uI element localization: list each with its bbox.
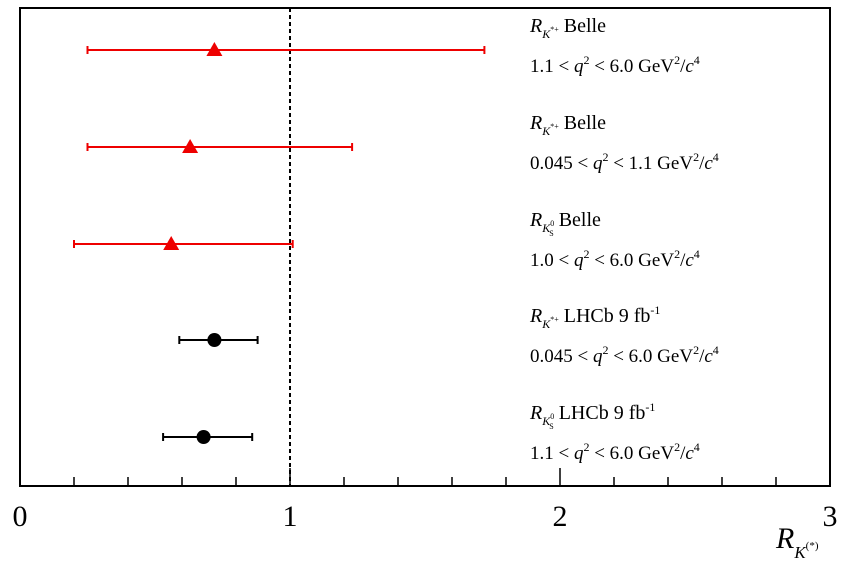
range-q-exp: 2 <box>602 150 608 164</box>
x-tick-label: 3 <box>823 500 838 533</box>
data-point-triangle <box>163 236 180 250</box>
x-axis-label-sub: K <box>793 543 807 562</box>
label-sub: K <box>541 27 551 41</box>
series-point-group <box>178 333 259 347</box>
label-lumi-exponent: -1 <box>645 400 655 414</box>
x-tick-label: 1 <box>283 500 298 533</box>
range-slash: / <box>680 443 686 464</box>
series-label-name: RK*+ Belle <box>529 15 606 41</box>
range-low: 0.045 < <box>530 346 593 367</box>
label-experiment: LHCb 9 fb <box>559 305 651 327</box>
series-point-group <box>86 42 486 56</box>
range-low: 0.045 < <box>530 153 593 174</box>
range-q: q <box>574 443 584 464</box>
range-c: c <box>685 443 694 464</box>
label-experiment: Belle <box>559 15 606 37</box>
range-slash: / <box>680 250 686 271</box>
range-c: c <box>704 346 713 367</box>
range-q: q <box>593 153 603 174</box>
label-r: R <box>529 112 542 134</box>
x-axis-label: RK(*) <box>775 522 819 562</box>
range-low: 1.0 < <box>530 250 574 271</box>
range-q-exp: 2 <box>583 53 589 67</box>
label-r: R <box>529 209 542 231</box>
range-c: c <box>704 153 713 174</box>
range-high: < 6.0 GeV <box>608 346 693 367</box>
label-subsub: S <box>549 229 553 238</box>
range-q-exp: 2 <box>583 247 589 261</box>
range-q: q <box>574 56 584 77</box>
x-tick-label: 2 <box>553 500 568 533</box>
label-r: R <box>529 402 542 424</box>
label-sub: K <box>541 221 551 235</box>
series-label-name: RK*+ Belle <box>529 112 606 138</box>
data-point-triangle <box>182 139 199 153</box>
range-unit-exp: 2 <box>674 247 680 261</box>
range-high: < 1.1 GeV <box>608 153 693 174</box>
series-point-group <box>73 236 294 250</box>
range-q-exp: 2 <box>583 440 589 454</box>
range-c-exp: 4 <box>694 53 700 67</box>
range-q: q <box>593 346 603 367</box>
label-subsub: S <box>549 422 553 431</box>
tick-labels: 0 1 2 3 <box>13 500 838 533</box>
range-high: < 6.0 GeV <box>589 56 674 77</box>
range-high: < 6.0 GeV <box>589 250 674 271</box>
plot-frame <box>19 7 831 487</box>
range-unit-exp: 2 <box>674 53 680 67</box>
series-label-range: 1.0 < q2 < 6.0 GeV2/c4 <box>530 247 700 271</box>
series-point-group <box>86 139 354 153</box>
range-unit-exp: 2 <box>693 343 699 357</box>
range-slash: / <box>680 56 686 77</box>
range-high: < 6.0 GeV <box>589 443 674 464</box>
label-lumi-exponent: -1 <box>650 303 660 317</box>
x-axis-label-sup: (*) <box>806 540 819 552</box>
range-c-exp: 4 <box>713 150 719 164</box>
data-point-circle <box>207 333 222 347</box>
range-slash: / <box>699 346 705 367</box>
series-label-name: RK*+ LHCb 9 fb-1 <box>529 303 660 331</box>
range-c-exp: 4 <box>694 440 700 454</box>
range-slash: / <box>699 153 705 174</box>
label-subsup: *+ <box>550 122 559 131</box>
axis-ticks <box>19 468 831 486</box>
x-tick-label: 0 <box>13 500 28 533</box>
range-low: 1.1 < <box>530 56 574 77</box>
label-experiment: LHCb 9 fb <box>554 402 646 424</box>
data-points <box>73 42 486 444</box>
label-r: R <box>529 305 542 327</box>
series-label-range: 0.045 < q2 < 1.1 GeV2/c4 <box>530 150 719 174</box>
label-subsup: 0 <box>550 219 554 228</box>
range-q-exp: 2 <box>602 343 608 357</box>
series-point-group <box>162 430 254 444</box>
series-label-range: 0.045 < q2 < 6.0 GeV2/c4 <box>530 343 719 367</box>
range-c-exp: 4 <box>694 247 700 261</box>
range-q: q <box>574 250 584 271</box>
range-c: c <box>685 250 694 271</box>
label-sub: K <box>541 124 551 138</box>
label-experiment: Belle <box>559 112 606 134</box>
label-sub: K <box>541 414 551 428</box>
label-experiment: Belle <box>554 209 601 231</box>
range-c-exp: 4 <box>713 343 719 357</box>
series-label-name: RK0 S Belle <box>529 209 601 238</box>
label-sub: K <box>541 317 551 331</box>
series-label-range: 1.1 < q2 < 6.0 GeV2/c4 <box>530 53 700 77</box>
series-label-name: RK0 S LHCb 9 fb-1 <box>529 400 655 431</box>
range-c: c <box>685 56 694 77</box>
data-point-triangle <box>206 42 223 56</box>
label-r: R <box>529 15 542 37</box>
range-unit-exp: 2 <box>674 440 680 454</box>
series-label-range: 1.1 < q2 < 6.0 GeV2/c4 <box>530 440 700 464</box>
label-subsup: *+ <box>550 315 559 324</box>
label-subsup: *+ <box>550 25 559 34</box>
x-axis-label-main: R <box>775 522 794 555</box>
range-unit-exp: 2 <box>693 150 699 164</box>
data-point-circle <box>196 430 211 444</box>
range-low: 1.1 < <box>530 443 574 464</box>
label-subsup: 0 <box>550 412 554 421</box>
